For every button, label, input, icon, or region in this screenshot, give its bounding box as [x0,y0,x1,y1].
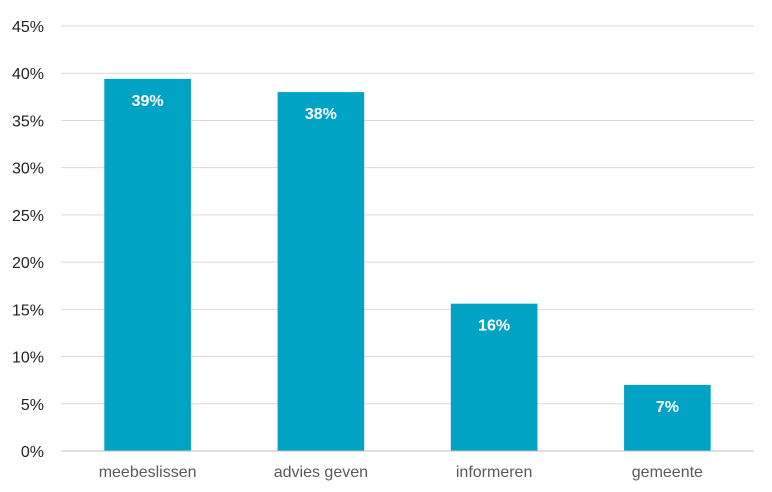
y-tick-label: 35% [12,113,44,130]
y-tick-label: 40% [12,66,44,83]
data-labels: 39% 38% 16% 7% [132,93,679,416]
bar-meebeslissen [104,78,191,451]
data-label: 16% [478,318,510,335]
x-tick-label: gemeente [632,464,703,481]
data-label: 7% [656,399,679,416]
data-label: 39% [132,93,164,110]
x-tick-label: informeren [456,464,532,481]
x-tick-label: advies geven [274,464,368,481]
bar-gemeente [624,384,711,451]
y-tick-label: 15% [12,302,44,319]
x-axis-ticks: meebeslissen advies geven informeren gemeen… [99,464,703,481]
y-tick-label: 10% [12,350,44,367]
y-tick-label: 20% [12,255,44,272]
x-tick-label: meebeslissen [99,464,197,481]
bar-informeren [450,303,538,451]
bar-advies-geven [277,92,365,451]
y-tick-label: 30% [12,161,44,178]
data-label: 38% [305,106,337,123]
y-tick-label: 0% [21,444,44,461]
y-tick-label: 45% [12,19,44,36]
y-axis-ticks: 0% 5% 10% 15% 20% 25% 30% 35% 40% 45% [12,19,44,461]
bars [104,78,711,451]
y-tick-label: 5% [21,397,44,414]
y-tick-label: 25% [12,208,44,225]
